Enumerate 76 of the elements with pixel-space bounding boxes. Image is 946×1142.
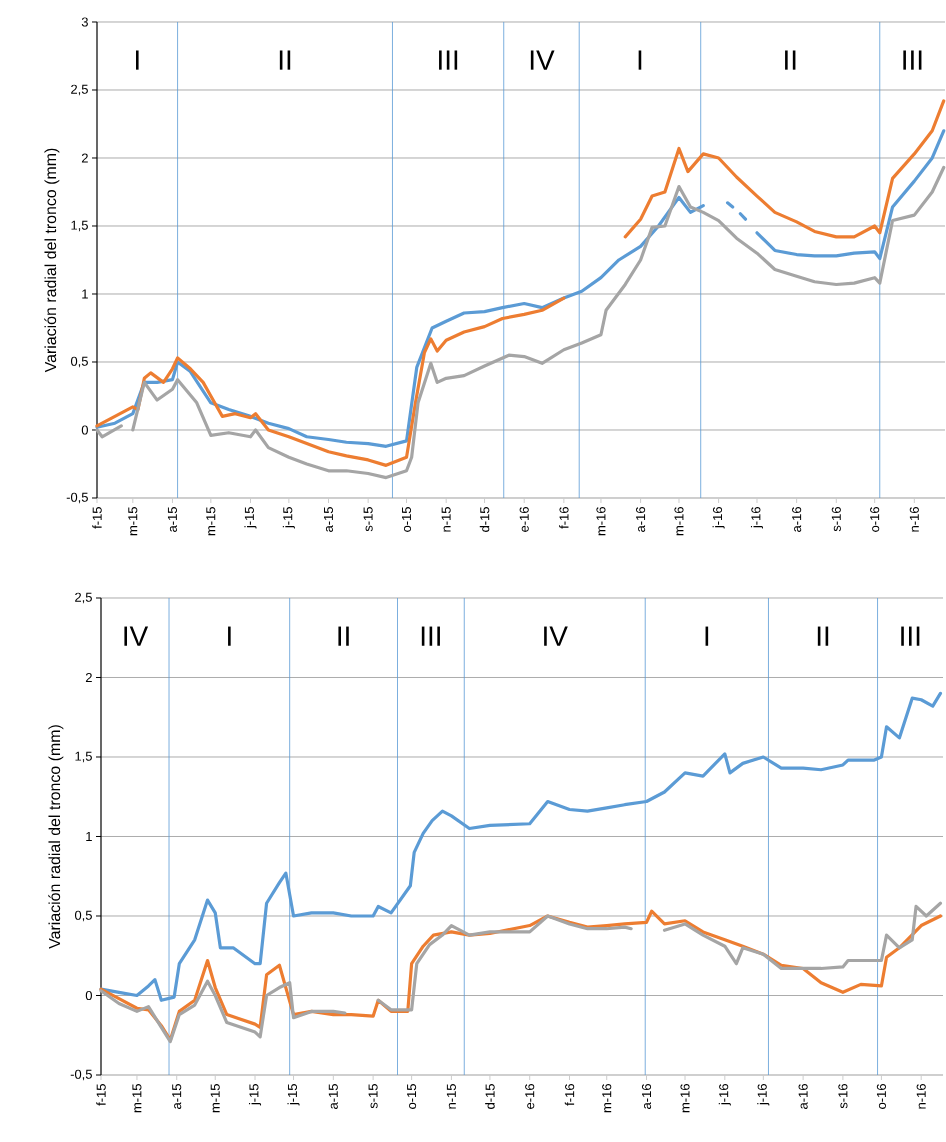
x-tick-label: s-15 — [363, 507, 373, 532]
x-tick-label: a-15 — [172, 1084, 182, 1109]
y-tick-label: 2,5 — [75, 592, 92, 604]
y-tick-label: -0,5 — [70, 1069, 92, 1081]
x-tick-label: a-16 — [798, 1084, 808, 1109]
x-tick-label: j-15 — [287, 1084, 300, 1106]
x-tick-label: f-16 — [564, 1084, 575, 1106]
annotation: III — [421, 626, 440, 646]
x-tick-label: j-16 — [718, 1084, 731, 1106]
y-tick-label: 0,5 — [74, 910, 92, 922]
annotation: II — [817, 626, 829, 646]
y-axis-title: Variación radial del tronco (mm) — [48, 725, 64, 949]
annotation: I — [135, 50, 139, 70]
y-tick-label: 1 — [86, 832, 92, 841]
x-tick-label: d-15 — [485, 1084, 495, 1109]
x-tick-label: m-15 — [210, 1084, 220, 1113]
x-tick-label: a-15 — [167, 507, 177, 532]
y-axis-title: Variación radial del tronco (mm) — [44, 148, 60, 373]
x-tick-label: j-16 — [750, 507, 764, 529]
x-tick-label: a-15 — [328, 1084, 338, 1109]
x-tick-label: o-16 — [870, 507, 880, 532]
x-tick-label: j-16 — [712, 507, 725, 529]
y-tick-label: 2,5 — [71, 84, 88, 96]
annotation: II — [785, 50, 796, 70]
annotation: IV — [124, 626, 149, 646]
x-tick-label: d-15 — [479, 507, 490, 532]
x-tick-label: m-15 — [128, 507, 138, 536]
x-tick-label: f-15 — [92, 507, 102, 529]
x-tick-label: o-16 — [876, 1084, 886, 1109]
x-tick-label: j-16 — [757, 1084, 770, 1106]
y-tick-label: 2 — [85, 672, 92, 683]
x-tick-label: j-15 — [244, 507, 257, 529]
y-tick-label: 0,5 — [70, 356, 88, 368]
x-tick-label: m-15 — [206, 507, 216, 536]
y-tick-label: 0 — [85, 990, 92, 1001]
x-tick-label: a-16 — [641, 1084, 652, 1109]
x-tick-label: m-16 — [602, 1084, 612, 1113]
annotation: II — [338, 626, 349, 646]
x-tick-label: f-15 — [96, 1084, 106, 1106]
x-tick-label: s-16 — [838, 1084, 848, 1109]
x-tick-label: a-16 — [636, 507, 646, 532]
x-tick-label: n-16 — [909, 507, 919, 532]
x-tick-label: e-16 — [525, 1084, 535, 1109]
x-tick-label: f-16 — [559, 507, 569, 529]
annotation: I — [705, 626, 709, 646]
annotation: II — [279, 50, 291, 70]
y-tick-label: 0 — [81, 425, 88, 435]
annotation: I — [228, 626, 231, 646]
y-tick-label: -0,5 — [66, 492, 88, 504]
annotation: I — [638, 50, 642, 70]
annotation: III — [901, 626, 920, 646]
x-tick-label: n-16 — [916, 1084, 926, 1109]
annotation: III — [903, 50, 922, 70]
y-tick-label: 1,5 — [71, 220, 88, 232]
y-tick-label: 1,5 — [75, 751, 92, 763]
annotation: III — [439, 50, 458, 70]
x-tick-label: a-16 — [792, 507, 802, 532]
x-tick-label: m-15 — [132, 1084, 142, 1113]
x-tick-label: m-16 — [596, 507, 606, 536]
x-tick-label: j-15 — [282, 507, 295, 529]
y-tick-label: 1 — [82, 289, 88, 299]
annotation: IV — [530, 50, 555, 70]
y-tick-label: 2 — [81, 153, 88, 163]
x-tick-label: j-15 — [248, 1084, 262, 1106]
x-tick-label: a-15 — [323, 507, 334, 532]
y-tick-label: 3 — [81, 17, 88, 27]
x-tick-label: s-16 — [831, 507, 841, 532]
x-tick-label: m-16 — [674, 507, 684, 536]
annotation: IV — [544, 626, 568, 646]
x-tick-label: s-15 — [368, 1084, 378, 1109]
x-tick-label: e-16 — [519, 507, 529, 532]
x-tick-label: n-15 — [446, 1084, 456, 1109]
x-tick-label: n-15 — [441, 507, 451, 532]
x-tick-label: m-16 — [680, 1084, 690, 1113]
x-tick-label: o-15 — [407, 1084, 417, 1109]
x-tick-label: o-15 — [402, 507, 412, 532]
